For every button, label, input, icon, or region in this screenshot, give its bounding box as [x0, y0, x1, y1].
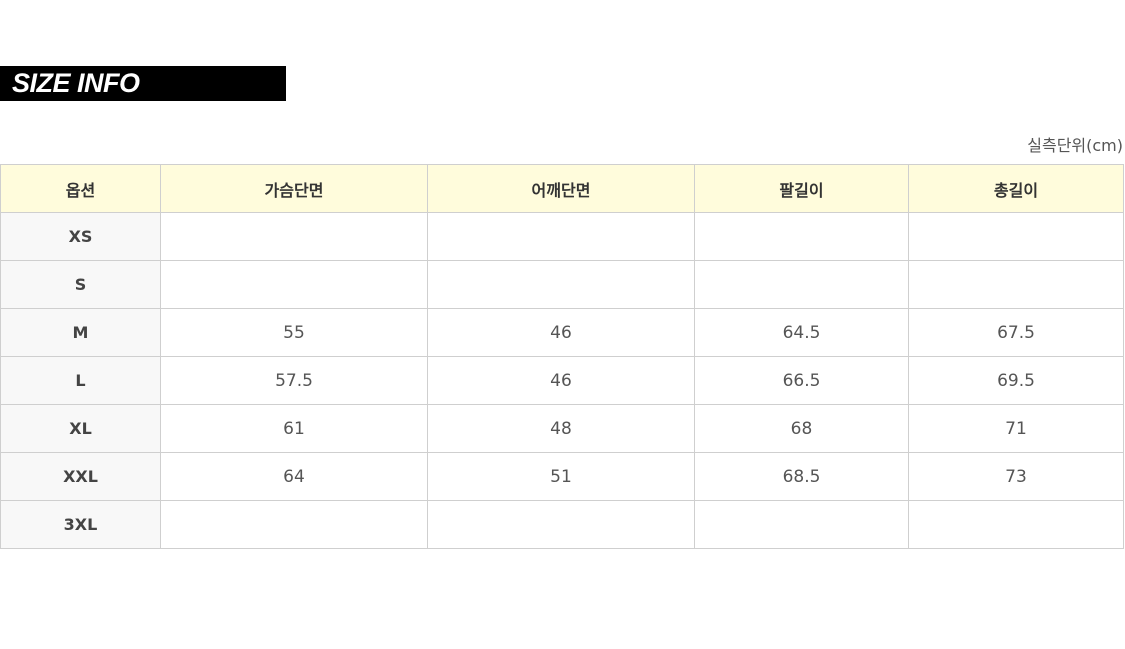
measurement-cell: 66.5: [694, 356, 909, 405]
column-header: 옵션: [0, 164, 161, 213]
measurement-cell: 71: [908, 404, 1124, 453]
measurement-cell: 73: [908, 452, 1124, 501]
measurement-cell: 64: [160, 452, 428, 501]
measurement-cell: [908, 260, 1124, 309]
measurement-cell: 69.5: [908, 356, 1124, 405]
column-header: 가슴단면: [160, 164, 428, 213]
size-option-cell: 3XL: [0, 500, 161, 549]
measurement-cell: [694, 212, 909, 261]
table-header-row: 옵션 가슴단면 어깨단면 팔길이 총길이: [0, 164, 1124, 213]
measurement-cell: [160, 260, 428, 309]
measurement-cell: [427, 260, 695, 309]
column-header: 팔길이: [694, 164, 909, 213]
table-row: M 55 46 64.5 67.5: [0, 308, 1124, 357]
measurement-cell: 51: [427, 452, 695, 501]
column-header: 총길이: [908, 164, 1124, 213]
table-row: XXL 64 51 68.5 73: [0, 452, 1124, 501]
measurement-cell: 64.5: [694, 308, 909, 357]
measurement-cell: [908, 500, 1124, 549]
measurement-cell: 68.5: [694, 452, 909, 501]
size-option-cell: XL: [0, 404, 161, 453]
measurement-cell: [160, 500, 428, 549]
size-info-title: SIZE INFO: [12, 68, 140, 98]
size-option-cell: XXL: [0, 452, 161, 501]
size-info-title-bar: SIZE INFO: [0, 66, 286, 101]
measurement-cell: 61: [160, 404, 428, 453]
measurement-cell: [160, 212, 428, 261]
column-header: 어깨단면: [427, 164, 695, 213]
measurement-cell: [427, 212, 695, 261]
measurement-cell: 57.5: [160, 356, 428, 405]
measurement-cell: [694, 500, 909, 549]
measurement-cell: 55: [160, 308, 428, 357]
size-option-cell: S: [0, 260, 161, 309]
measurement-cell: 46: [427, 356, 695, 405]
measurement-cell: 48: [427, 404, 695, 453]
table-row: XL 61 48 68 71: [0, 404, 1124, 453]
table-row: 3XL: [0, 500, 1124, 549]
size-table: 옵션 가슴단면 어깨단면 팔길이 총길이 XS S M 55 46 64.5 67.5 L 57.5 46…: [0, 164, 1124, 549]
size-option-cell: XS: [0, 212, 161, 261]
unit-label: 실측단위(cm): [1027, 136, 1123, 155]
size-option-cell: M: [0, 308, 161, 357]
measurement-cell: 67.5: [908, 308, 1124, 357]
measurement-cell: [694, 260, 909, 309]
table-row: XS: [0, 212, 1124, 261]
measurement-cell: 68: [694, 404, 909, 453]
measurement-cell: [427, 500, 695, 549]
measurement-cell: 46: [427, 308, 695, 357]
table-row: L 57.5 46 66.5 69.5: [0, 356, 1124, 405]
size-option-cell: L: [0, 356, 161, 405]
table-row: S: [0, 260, 1124, 309]
measurement-cell: [908, 212, 1124, 261]
